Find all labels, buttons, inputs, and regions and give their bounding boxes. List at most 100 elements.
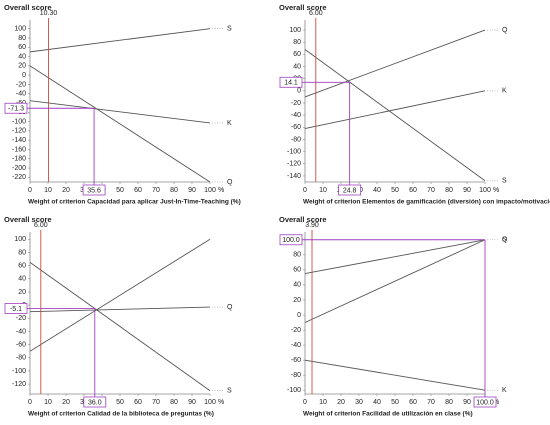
y-tick-label: 20 bbox=[293, 297, 301, 304]
crossing-x-box bbox=[473, 396, 497, 408]
series-label: Q bbox=[227, 179, 233, 186]
series-line bbox=[29, 65, 211, 183]
series-line bbox=[304, 90, 486, 129]
series-line bbox=[29, 238, 211, 352]
x-tick-label: 80 bbox=[170, 399, 178, 406]
chart-panel: Overall score100806040200-20-40-60-80-10… bbox=[279, 215, 508, 418]
series-line bbox=[304, 29, 486, 98]
x-tick-label: 10 bbox=[44, 399, 52, 406]
x-tick-label: 60 bbox=[134, 187, 142, 194]
series-label: S bbox=[502, 178, 507, 185]
y-tick-label: -40 bbox=[16, 328, 26, 335]
x-tick-label: 90 bbox=[188, 399, 196, 406]
y-tick-label: 80 bbox=[293, 252, 301, 259]
x-tick-label: 60 bbox=[134, 399, 142, 406]
x-tick-label: 90 bbox=[463, 399, 471, 406]
y-tick-label: -160 bbox=[12, 146, 26, 153]
crossing-y-box bbox=[4, 102, 28, 114]
crossing-y-label: -71.3 bbox=[8, 106, 24, 113]
x-tick-label: 80 bbox=[170, 187, 178, 194]
crossing-x-box bbox=[82, 184, 106, 196]
y-tick-label: 60 bbox=[18, 44, 26, 51]
x-tick-label: 60 bbox=[409, 187, 417, 194]
x-tick-label: 70 bbox=[152, 399, 160, 406]
y-tick-label: 0 bbox=[22, 72, 26, 79]
y-tick-label: -140 bbox=[12, 137, 26, 144]
x-tick-label: 0 bbox=[303, 187, 307, 194]
crossing-x-label: 24.8 bbox=[343, 187, 357, 194]
x-tick-label: 0 bbox=[28, 187, 32, 194]
series-line bbox=[29, 100, 211, 124]
x-tick-label: 40 bbox=[373, 399, 381, 406]
x-tick-label: 80 bbox=[445, 399, 453, 406]
series-line bbox=[29, 28, 211, 53]
series-line bbox=[304, 239, 486, 275]
x-tick-label: 50 bbox=[116, 187, 124, 194]
series-label: S bbox=[227, 388, 232, 395]
series-label: K bbox=[502, 387, 507, 394]
y-tick-label: -80 bbox=[16, 355, 26, 362]
y-tick-label: -100 bbox=[12, 368, 26, 375]
y-tick-label: -180 bbox=[12, 156, 26, 163]
x-tick-label: 60 bbox=[409, 399, 417, 406]
y-tick-label: -40 bbox=[16, 91, 26, 98]
y-tick-label: -120 bbox=[12, 128, 26, 135]
x-tick-label: 20 bbox=[337, 399, 345, 406]
y-tick-label: -40 bbox=[291, 342, 301, 349]
chart-title: Overall score bbox=[279, 215, 327, 224]
series-line bbox=[29, 261, 211, 392]
y-tick-label: -60 bbox=[291, 124, 301, 131]
y-tick-label: 60 bbox=[293, 267, 301, 274]
series-line bbox=[29, 306, 211, 313]
crossing-y-box bbox=[279, 234, 303, 246]
y-tick-label: 80 bbox=[293, 39, 301, 46]
series-label: Q bbox=[227, 304, 233, 311]
y-tick-label: -140 bbox=[287, 173, 301, 180]
x-tick-label: 10 bbox=[319, 187, 327, 194]
crossing-x-box bbox=[338, 184, 362, 196]
crossing-x-label: 35.6 bbox=[87, 187, 101, 194]
y-tick-label: -100 bbox=[12, 118, 26, 125]
x-tick-label: 0 bbox=[28, 399, 32, 406]
series-line bbox=[304, 49, 486, 182]
x-tick-label: 30 bbox=[355, 399, 363, 406]
chart-panel: Overall score100806040200-20-40-60-80-10… bbox=[4, 215, 233, 418]
chart-panel: Overall score100806040200-20-40-60-80-10… bbox=[279, 3, 550, 206]
x-tick-label: 20 bbox=[62, 399, 70, 406]
series-label: Q bbox=[502, 27, 508, 34]
crossing-y-label: 14.1 bbox=[284, 80, 298, 87]
x-tick-label: 70 bbox=[427, 187, 435, 194]
x-axis-label: Weight of criterion Capacidad para aplic… bbox=[28, 199, 241, 206]
y-tick-label: 80 bbox=[18, 249, 26, 256]
y-tick-label: 100 bbox=[289, 27, 301, 34]
y-tick-label: -20 bbox=[16, 315, 26, 322]
x-tick-label: 90 bbox=[463, 187, 471, 194]
y-tick-label: -100 bbox=[287, 148, 301, 155]
chart-panel: Overall score100806040200-20-40-60-80-10… bbox=[4, 3, 241, 206]
y-tick-label: 60 bbox=[18, 262, 26, 269]
crossing-y-box bbox=[279, 76, 303, 88]
x-tick-label: 20 bbox=[62, 187, 70, 194]
y-tick-label: -60 bbox=[16, 341, 26, 348]
crossing-x-label: 100.0 bbox=[476, 399, 494, 406]
series-line bbox=[304, 359, 486, 391]
x-unit: % bbox=[493, 187, 499, 194]
current-weight-label: 3.90 bbox=[305, 222, 319, 229]
y-tick-label: -60 bbox=[291, 357, 301, 364]
y-tick-label: 60 bbox=[293, 51, 301, 58]
x-tick-label: 50 bbox=[391, 399, 399, 406]
y-tick-label: -20 bbox=[291, 327, 301, 334]
y-tick-label: 20 bbox=[18, 289, 26, 296]
y-tick-label: 40 bbox=[293, 282, 301, 289]
x-tick-label: 10 bbox=[44, 187, 52, 194]
x-axis-label: Weight of criterion Calidad de la biblio… bbox=[28, 411, 214, 418]
crossing-y-box bbox=[4, 303, 28, 314]
y-tick-label: 40 bbox=[18, 276, 26, 283]
y-tick-label: -80 bbox=[291, 136, 301, 143]
x-tick-label: 70 bbox=[152, 187, 160, 194]
x-tick-label: 100 bbox=[204, 187, 216, 194]
y-tick-label: 100 bbox=[14, 25, 26, 32]
current-weight-label: 6.00 bbox=[309, 10, 323, 17]
y-tick-label: -220 bbox=[12, 174, 26, 181]
y-tick-label: -20 bbox=[291, 100, 301, 107]
